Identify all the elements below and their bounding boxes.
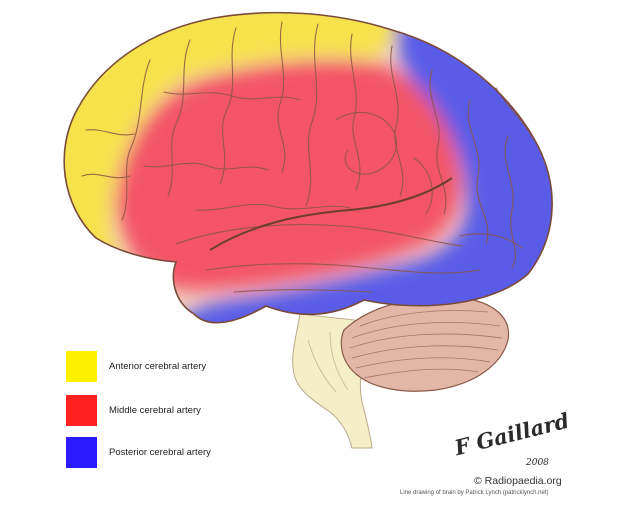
legend-label: Posterior cerebral artery (109, 446, 211, 458)
cerebrum-outline (63, 11, 553, 324)
brainstem-contour (307, 339, 337, 393)
cerebellum-folia (349, 310, 503, 379)
author-signature: F Gaillard 2008 (446, 408, 606, 480)
brainstem-contour (329, 331, 349, 391)
legend-swatch (66, 394, 97, 426)
sulci-lines (81, 21, 535, 293)
legend-item-middle: Middle cerebral artery (66, 394, 201, 426)
legend-swatch (66, 436, 97, 468)
anterior-territory (64, 12, 410, 262)
copyright-notice: © Radiopaedia.org (474, 475, 562, 487)
lateral-sulcus (209, 177, 453, 251)
legend-swatch (66, 350, 97, 382)
legend-label: Middle cerebral artery (109, 404, 201, 416)
vascular-territories (64, 12, 553, 323)
legend-item-posterior: Posterior cerebral artery (66, 436, 211, 468)
image-credit: Line drawing of brain by Patrick Lynch (… (400, 490, 549, 496)
legend-label: Anterior cerebral artery (109, 360, 207, 372)
middle-territory (116, 60, 461, 291)
posterior-territory (150, 12, 553, 323)
signature-year: 2008 (526, 458, 549, 468)
legend-item-anterior: Anterior cerebral artery (66, 350, 206, 382)
